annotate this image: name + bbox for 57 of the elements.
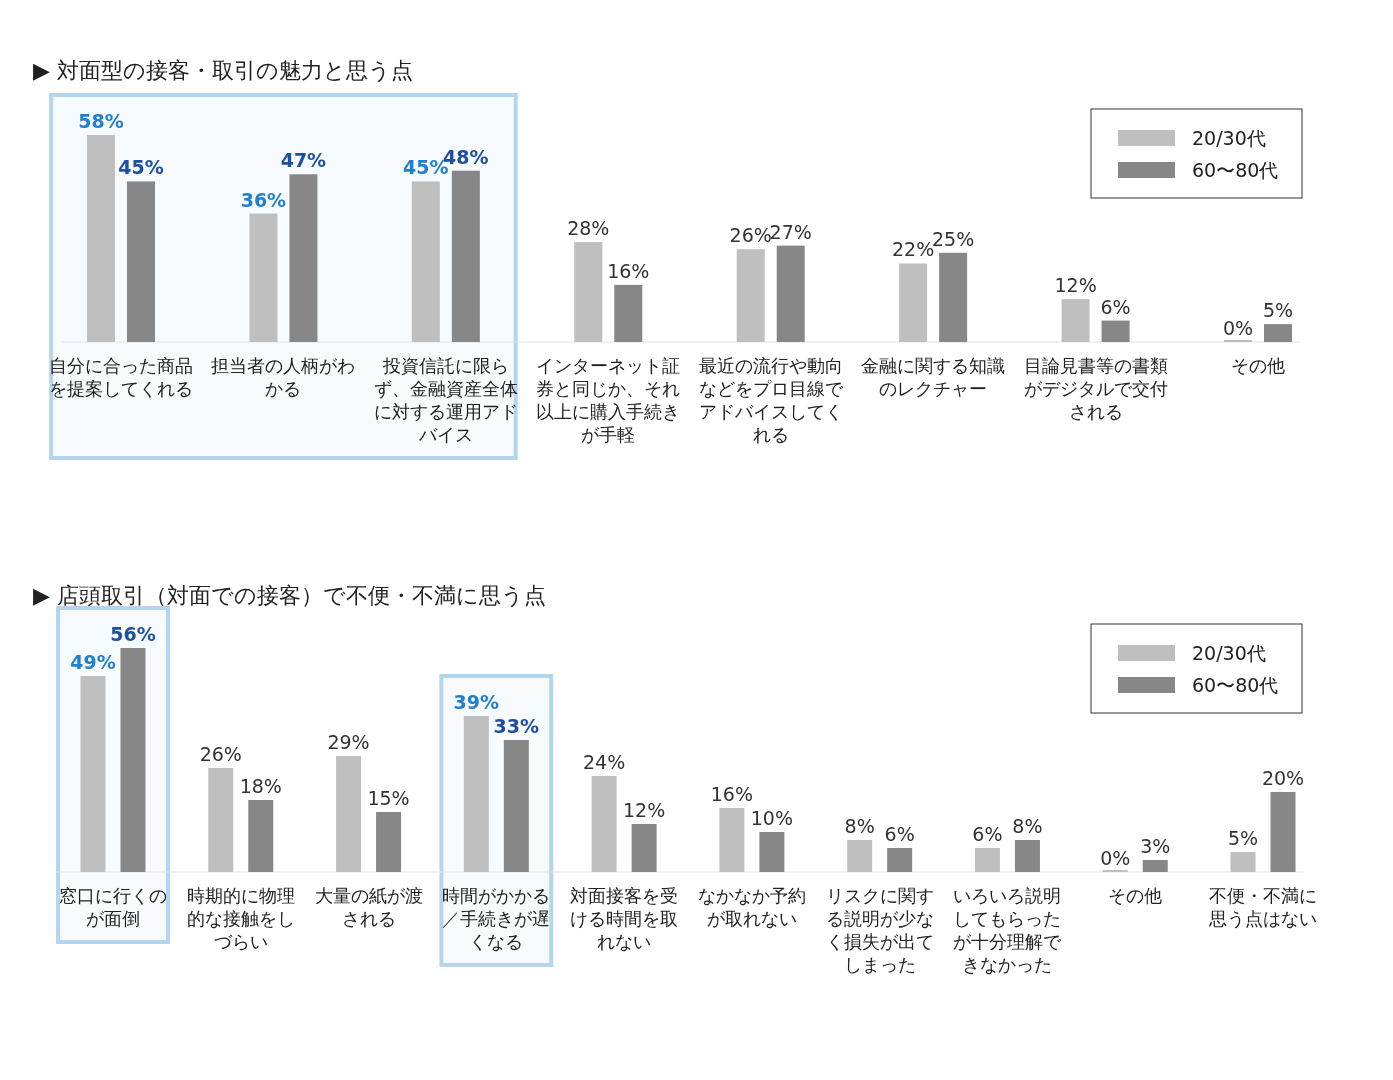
x-tick-label: 時間がかかる／手続きが遅くなる xyxy=(441,884,552,953)
data-label: 56% xyxy=(110,623,156,645)
data-label: 24% xyxy=(582,751,626,773)
data-label: 5% xyxy=(1262,299,1294,322)
legend-label: 60〜80代 xyxy=(1192,674,1279,696)
data-label: 26% xyxy=(199,743,242,765)
data-label: 58% xyxy=(78,110,124,132)
data-label: 12% xyxy=(1054,274,1097,297)
data-label: 20% xyxy=(1261,767,1305,789)
x-tick-label: 投資信託に限らず、金融資産全体に対する運用アドバイス xyxy=(372,354,519,446)
data-label: 36% xyxy=(240,188,287,211)
x-tick-label: リスクに関する説明が少なく損失が出てしまった xyxy=(824,884,935,976)
data-label: 25% xyxy=(932,227,975,250)
data-label: 6% xyxy=(972,823,1003,845)
legend-label: 20/30代 xyxy=(1192,127,1266,149)
x-tick-label: 時期的に物理的な接触をしづらい xyxy=(185,884,296,953)
x-tick-label: 最近の流行や動向などをプロ目線でアドバイスしてくれる xyxy=(697,354,844,446)
legend-label: 60〜80代 xyxy=(1192,159,1279,181)
data-label: 29% xyxy=(327,731,370,753)
data-label: 8% xyxy=(1012,815,1043,837)
x-tick-label: 窓口に行くのが面倒 xyxy=(58,884,168,930)
x-tick-label: インターネット証券と同じか、それ以上に購入手続きが手軽 xyxy=(535,354,682,446)
x-tick-label: なかなか予約が取れない xyxy=(696,884,807,930)
x-tick-label: 目論見書等の書類がデジタルで交付される xyxy=(1022,354,1169,423)
data-label: 33% xyxy=(493,715,540,737)
data-label: 39% xyxy=(453,691,500,713)
x-tick-label: その他 xyxy=(1230,354,1286,377)
x-tick-label: 不便・不満に思う点はない xyxy=(1208,884,1318,930)
data-label: 47% xyxy=(280,149,327,172)
data-label: 16% xyxy=(710,783,754,805)
x-tick-label: 対面接客を受ける時間を取れない xyxy=(569,884,680,953)
data-label: 16% xyxy=(607,259,650,282)
data-label: 3% xyxy=(1140,835,1171,857)
data-label: 28% xyxy=(567,217,610,240)
x-tick-label: いろいろ説明してもらったが十分理解できなかった xyxy=(952,884,1063,976)
data-label: 22% xyxy=(892,238,935,261)
x-tick-label: 金融に関する知識のレクチャー xyxy=(860,354,1007,400)
legend-label: 20/30代 xyxy=(1192,642,1266,664)
data-label: 5% xyxy=(1227,827,1259,849)
data-label: 8% xyxy=(844,815,875,837)
data-label: 10% xyxy=(750,807,794,829)
data-label: 0% xyxy=(1100,847,1131,869)
data-label: 18% xyxy=(239,775,282,797)
data-label: 45% xyxy=(118,156,164,179)
x-tick-label: 自分に合った商品を提案してくれる xyxy=(48,354,194,400)
chart-title: ▶ 店頭取引（対面での接客）で不便・不満に思う点 xyxy=(33,583,546,608)
data-label: 15% xyxy=(367,787,410,809)
x-tick-label: 担当者の人柄がわかる xyxy=(210,354,357,400)
data-label: 6% xyxy=(1100,295,1131,318)
data-label: 49% xyxy=(70,651,116,673)
data-label: 26% xyxy=(729,224,772,247)
x-tick-label: その他 xyxy=(1107,884,1164,907)
data-label: 12% xyxy=(622,799,666,821)
chart-title: ▶ 対面型の接客・取引の魅力と思う点 xyxy=(33,58,413,83)
x-tick-label: 大量の紙が渡される xyxy=(313,884,424,930)
data-label: 0% xyxy=(1222,317,1254,339)
data-label: 6% xyxy=(884,823,915,845)
